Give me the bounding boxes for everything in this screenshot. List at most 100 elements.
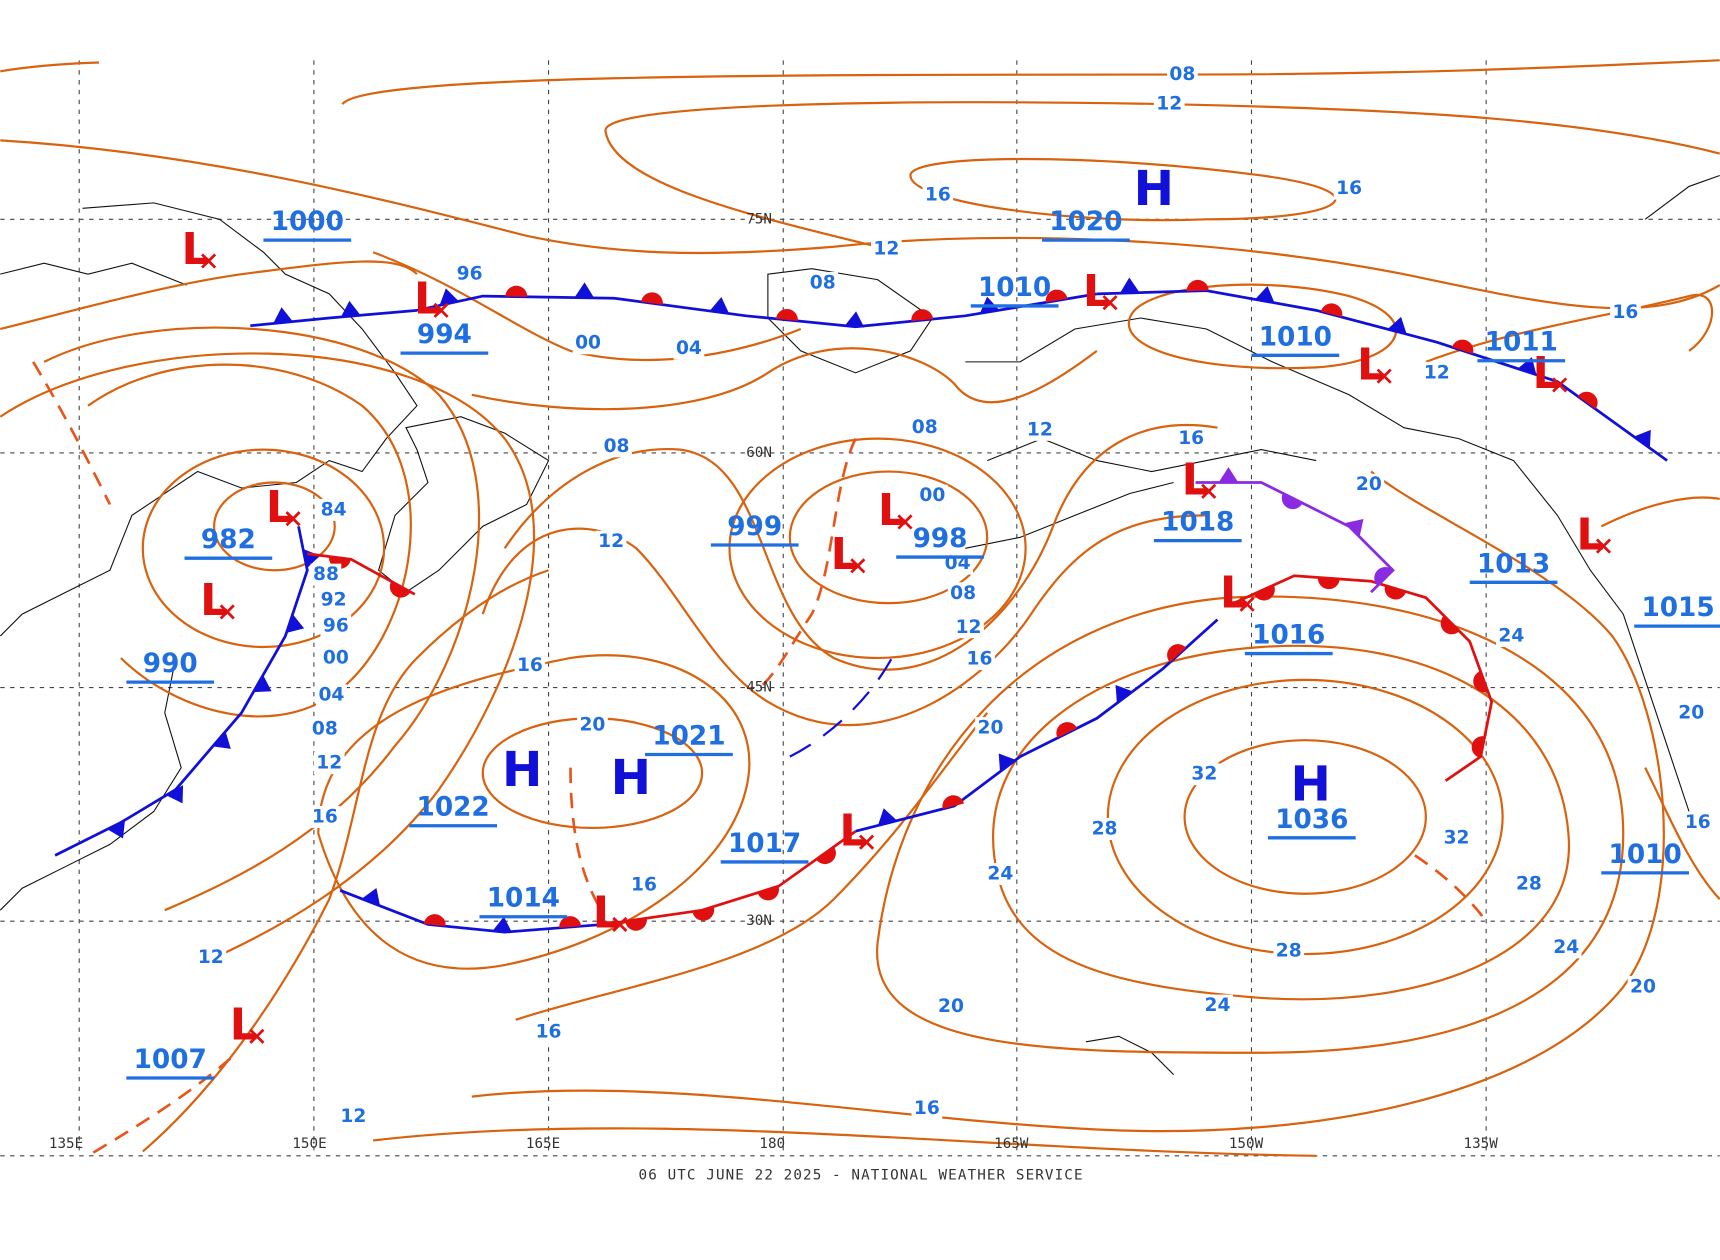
isobar xyxy=(1644,767,1720,900)
front-triangle xyxy=(253,675,272,693)
isobar-label: 20 xyxy=(978,718,1004,739)
front-triangle xyxy=(574,282,595,298)
front-triangle xyxy=(1633,429,1651,449)
isobar-label: 12 xyxy=(1424,362,1450,383)
front-semicircle xyxy=(641,292,663,305)
isobar-label: 16 xyxy=(1685,812,1711,833)
isobar-label: 16 xyxy=(536,1021,562,1042)
isobar-label: 20 xyxy=(1630,976,1656,997)
central-pressure: 1015 xyxy=(1641,593,1714,623)
trough xyxy=(1414,854,1488,922)
low-center: L xyxy=(1220,567,1248,618)
isobar-label-bg xyxy=(985,863,1016,885)
isobar xyxy=(471,347,1098,411)
isobar-label: 12 xyxy=(1156,94,1182,115)
front-semicircle xyxy=(775,308,798,322)
isobar-label-bg xyxy=(1627,975,1659,998)
isobar xyxy=(141,448,386,649)
longitude-label: 150E xyxy=(292,1136,326,1152)
central-pressure: 994 xyxy=(417,320,472,350)
front-triangle xyxy=(361,888,381,906)
isobar-label: 28 xyxy=(1092,819,1118,840)
trough xyxy=(87,1057,232,1157)
front-triangle xyxy=(286,614,305,633)
isobar-label-bg xyxy=(514,654,546,677)
isobar-label-bg xyxy=(1496,625,1527,647)
low-center: L xyxy=(593,888,621,939)
isobar-label: 88 xyxy=(313,564,339,585)
latitude-label: 30N xyxy=(746,913,772,929)
isobar-label-bg xyxy=(310,563,342,586)
front-semicircle xyxy=(1186,279,1209,292)
coastline xyxy=(0,202,418,637)
isobar-label: 28 xyxy=(1516,873,1542,894)
isobar-label-bg xyxy=(870,237,902,260)
isobar-label: 00 xyxy=(323,647,349,668)
isobar-label-bg xyxy=(533,1020,564,1043)
front-triangle xyxy=(439,288,459,306)
isobar-label-bg xyxy=(1421,361,1453,384)
front-triangle xyxy=(844,311,865,328)
isobar-label-bg xyxy=(318,498,349,521)
high-center: H xyxy=(502,742,542,798)
isobar-label: 08 xyxy=(950,583,976,604)
isobar xyxy=(1183,739,1427,895)
isobar-label-bg xyxy=(807,271,839,294)
isobar-label: 16 xyxy=(1178,428,1204,449)
latitude-label: 60N xyxy=(746,445,772,461)
low-marker xyxy=(897,514,913,530)
isobar-label-bg xyxy=(320,646,352,669)
isobar-label-bg xyxy=(572,332,604,355)
isobar xyxy=(909,157,1337,222)
isobar xyxy=(1425,293,1713,363)
isobar-label-bg xyxy=(318,588,349,611)
isobar-label: 16 xyxy=(967,649,993,670)
isobar-label: 12 xyxy=(198,947,224,968)
coastline xyxy=(0,262,187,286)
isobar-label-bg xyxy=(917,484,948,507)
front-semicircle xyxy=(423,914,446,927)
low-marker xyxy=(1552,377,1568,393)
low-center: L xyxy=(831,529,859,580)
central-pressure: 1021 xyxy=(652,721,725,751)
isobar xyxy=(604,101,1720,250)
isobar-label: 24 xyxy=(987,863,1013,884)
isobar xyxy=(142,569,549,1153)
isobar-label-bg xyxy=(1675,701,1707,724)
isobar xyxy=(372,1127,1317,1157)
isobar-label: 16 xyxy=(1612,302,1638,323)
front-triangle xyxy=(709,297,730,314)
isobar xyxy=(0,260,418,331)
central-pressure: 1014 xyxy=(487,884,560,914)
low-marker xyxy=(249,1028,265,1044)
isobar-label: 12 xyxy=(1027,419,1053,440)
front-triangle xyxy=(1218,467,1239,483)
low-center: L xyxy=(1357,339,1385,390)
central-pressure: 1016 xyxy=(1252,621,1325,651)
front-triangle xyxy=(340,300,361,317)
isobar xyxy=(481,514,1207,727)
isobar-label-bg xyxy=(1610,301,1641,324)
trough xyxy=(761,438,857,687)
isobar-label-bg xyxy=(922,184,954,207)
isobar-label-bg xyxy=(1550,936,1582,959)
isobar xyxy=(0,139,1720,310)
isobar-label: 00 xyxy=(919,485,945,506)
isobar-label-bg xyxy=(309,718,341,741)
isobar-label-bg xyxy=(1333,177,1365,200)
front-semicircle xyxy=(559,916,582,928)
isobar-label: 92 xyxy=(321,589,347,610)
isobar-label: 24 xyxy=(1205,995,1231,1016)
front-semicircle xyxy=(389,581,411,598)
isobar-label-bg xyxy=(577,713,608,736)
front-semicircle xyxy=(942,795,964,809)
alaska-coast xyxy=(965,317,1690,812)
low-marker xyxy=(612,916,628,932)
front-semicircle xyxy=(911,309,934,322)
isobar-label-bg xyxy=(947,582,979,605)
front-line xyxy=(54,526,309,857)
low-center: L xyxy=(1576,509,1604,560)
isobar xyxy=(728,437,1027,660)
front-triangle xyxy=(1255,285,1275,303)
isobar-label-bg xyxy=(1153,93,1185,116)
